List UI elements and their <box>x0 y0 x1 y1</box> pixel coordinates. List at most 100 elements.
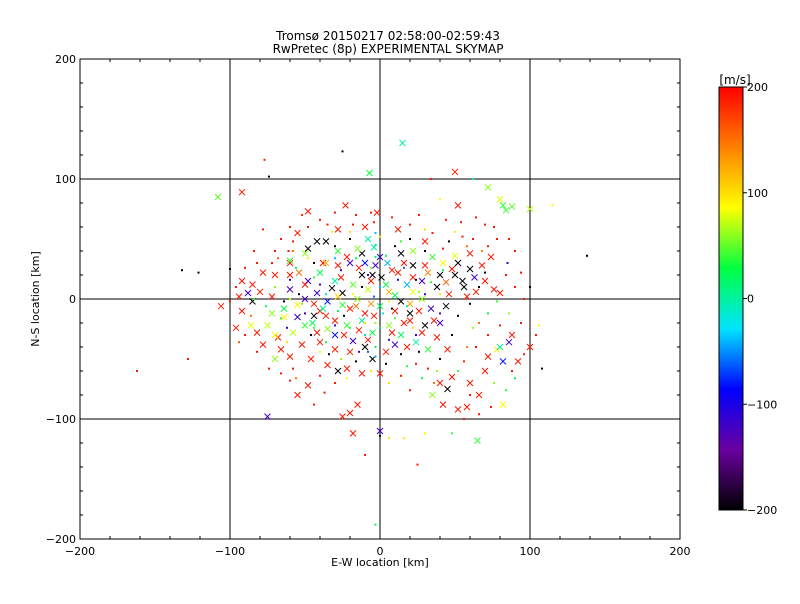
data-point-cross <box>286 286 294 293</box>
data-point-dot <box>326 223 329 226</box>
data-point-dot <box>412 326 414 329</box>
colorbar-ticks: 200 100 0 −100 −200 <box>743 81 777 517</box>
data-point-dot <box>478 286 480 288</box>
chart-title: Tromsø 20150217 02:58:00-02:59:43 <box>275 29 500 43</box>
data-point-dot <box>277 257 279 260</box>
data-point-cross <box>366 169 373 177</box>
data-point-cross <box>354 295 361 303</box>
chart-subtitle: RwPretec (8p) EXPERIMENTAL SKYMAP <box>273 42 504 56</box>
data-point-dot <box>313 276 315 279</box>
data-point-dot <box>416 463 419 466</box>
data-point-cross <box>421 262 429 269</box>
data-point-dot <box>355 257 357 260</box>
data-point-dot <box>520 322 522 324</box>
data-point-cross <box>342 202 349 209</box>
data-point-cross <box>448 265 456 273</box>
data-point-dot <box>340 269 342 272</box>
data-point-dot <box>397 278 399 281</box>
data-point-cross <box>328 284 336 292</box>
data-point-dot <box>304 312 306 315</box>
data-point-dot <box>409 389 411 392</box>
data-point-dot <box>442 247 444 250</box>
data-point-cross <box>496 289 504 297</box>
data-point-cross <box>505 338 513 346</box>
data-point-cross <box>286 353 294 360</box>
data-point-cross <box>397 298 405 305</box>
data-point-dot <box>343 314 345 317</box>
data-point-cross <box>334 293 342 300</box>
data-point-dot <box>424 432 426 435</box>
data-point-dot <box>409 238 411 240</box>
data-point-cross <box>370 244 378 251</box>
data-point-dot <box>388 300 390 303</box>
data-point-cross <box>463 403 471 411</box>
data-point-dot <box>187 358 189 360</box>
data-point-cross <box>367 277 375 285</box>
data-point-dot <box>263 158 266 161</box>
data-point-cross <box>376 253 384 261</box>
data-point-dot <box>493 226 495 228</box>
data-point-cross <box>355 326 363 334</box>
data-point-cross <box>439 259 447 267</box>
data-point-dot <box>289 298 291 300</box>
data-point-cross <box>349 430 357 437</box>
x-tick-label: 100 <box>520 545 541 558</box>
data-point-dot <box>370 266 372 269</box>
data-point-cross <box>304 382 312 389</box>
data-point-cross <box>364 336 372 344</box>
colorbar-tick-label: 0 <box>747 293 754 306</box>
data-point-dot <box>484 223 486 226</box>
data-point-cross <box>307 355 315 363</box>
data-point-dot <box>374 244 377 246</box>
data-point-cross <box>238 307 246 315</box>
data-point-dot <box>418 290 420 293</box>
data-point-dot <box>238 341 240 344</box>
data-point-cross <box>322 238 330 245</box>
axis-ticks: −200 −100 0 100 200 200 100 0 −100 −200 <box>46 53 691 558</box>
y-axis-label: N-S location [km] <box>29 251 42 347</box>
data-point-cross <box>466 379 474 387</box>
data-point-dot <box>136 370 138 372</box>
y-tick-label: 100 <box>55 173 76 186</box>
data-point-cross <box>412 338 420 346</box>
data-point-dot <box>379 326 381 329</box>
data-point-dot <box>370 211 372 214</box>
data-point-cross <box>367 300 375 308</box>
data-point-cross <box>256 288 264 296</box>
data-point-dot <box>229 268 231 270</box>
y-tick-label: 200 <box>55 53 76 66</box>
data-point-dot <box>388 338 390 341</box>
data-point-cross <box>259 269 267 276</box>
data-point-cross <box>376 427 384 435</box>
data-point-cross <box>294 229 301 237</box>
data-point-cross <box>454 202 462 209</box>
data-point-cross <box>378 274 385 281</box>
data-point-dot <box>541 367 543 370</box>
data-point-dot <box>271 262 273 264</box>
data-point-dot <box>323 391 326 394</box>
data-point-cross <box>514 358 522 365</box>
data-point-dot <box>298 293 300 296</box>
data-point-dot <box>374 256 377 258</box>
data-point-cross <box>313 289 321 297</box>
data-point-dot <box>505 389 507 392</box>
data-point-dot <box>418 214 420 216</box>
y-tick-label: −200 <box>46 533 76 546</box>
data-point-cross <box>295 269 303 276</box>
data-point-dot <box>280 372 282 375</box>
data-point-cross <box>454 406 462 413</box>
data-point-cross <box>346 348 354 356</box>
data-point-dot <box>400 240 402 243</box>
data-point-cross <box>354 245 361 252</box>
data-point-cross <box>301 322 309 329</box>
data-point-dot <box>301 302 303 305</box>
data-point-dot <box>310 334 312 336</box>
data-points <box>136 139 588 526</box>
data-point-cross <box>418 295 426 303</box>
data-point-cross <box>424 269 432 276</box>
data-point-cross <box>484 353 492 360</box>
data-point-dot <box>265 305 267 308</box>
data-point-cross <box>409 262 417 269</box>
data-point-dot <box>514 250 516 252</box>
data-point-cross <box>436 379 444 387</box>
